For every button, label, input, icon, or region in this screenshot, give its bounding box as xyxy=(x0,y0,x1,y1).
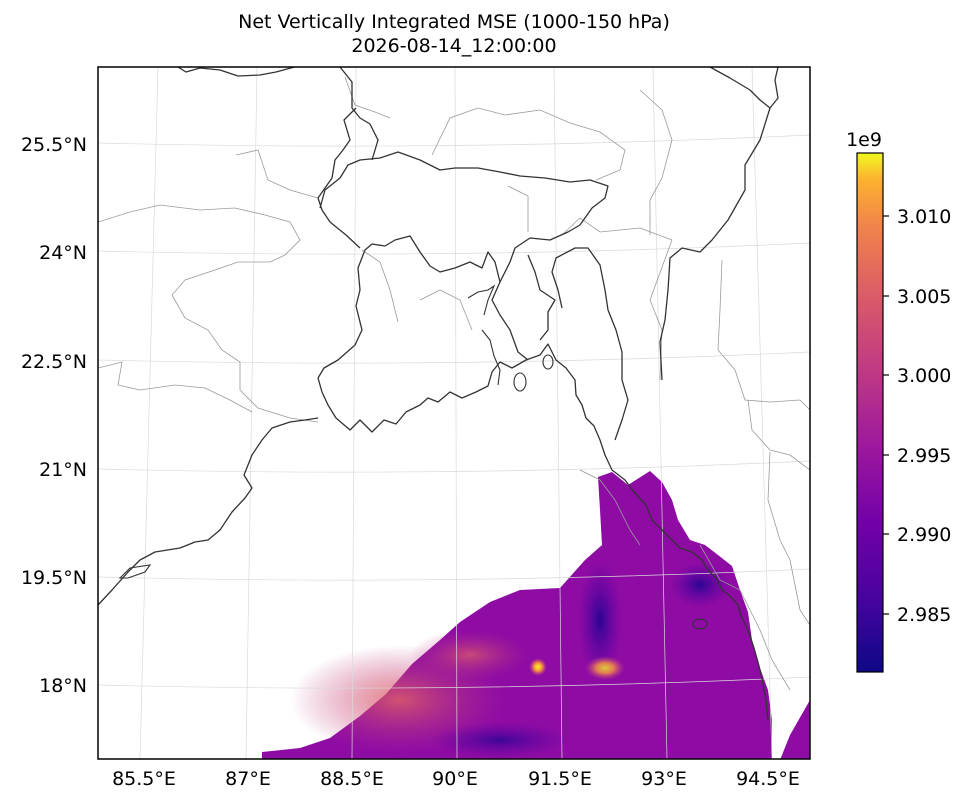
lat-tick-label: 22.5°N xyxy=(21,351,87,373)
chart-title: Net Vertically Integrated MSE (1000-150 … xyxy=(238,11,670,33)
bangladesh-north-border xyxy=(319,151,609,283)
colorbar-gradient xyxy=(856,152,884,673)
lat-tick-label: 18°N xyxy=(39,675,87,697)
bangladesh-border xyxy=(317,235,629,441)
map-frame xyxy=(97,66,811,760)
sikkim-border xyxy=(317,197,361,249)
lon-tick-label: 93°E xyxy=(641,768,687,790)
myanmar-border xyxy=(659,67,779,381)
chart-timestamp: 2026-08-14_12:00:00 xyxy=(351,35,557,57)
colorbar-tick-label: 3.000 xyxy=(897,365,951,387)
cool-region xyxy=(430,722,570,758)
lat-tick-label: 24°N xyxy=(39,242,87,264)
cool-region xyxy=(670,563,730,607)
india-coastline xyxy=(98,417,319,606)
lon-tick-label: 88.5°E xyxy=(320,768,384,790)
coastline-and-borders xyxy=(98,67,779,721)
colorbar-tick-label: 3.010 xyxy=(897,206,951,228)
gridlines xyxy=(98,67,810,759)
warm-region xyxy=(410,630,530,680)
colorbar-tick-label: 2.985 xyxy=(897,604,951,626)
mse-field xyxy=(262,471,810,759)
lon-tick-label: 87°E xyxy=(225,768,271,790)
lat-axis: 25.5°N 24°N 22.5°N 21°N 19.5°N 18°N xyxy=(21,134,87,697)
delta-islands xyxy=(118,284,708,630)
lon-tick-label: 85.5°E xyxy=(112,768,176,790)
warm-anomaly xyxy=(585,656,625,680)
lon-tick-label: 94.5°E xyxy=(736,768,800,790)
nepal-india-border xyxy=(177,67,297,77)
mse-ocean-area xyxy=(262,471,772,759)
lat-tick-label: 21°N xyxy=(39,459,87,481)
bhutan-border xyxy=(339,67,379,161)
lat-tick-label: 19.5°N xyxy=(21,567,87,589)
bangladesh-coastline xyxy=(317,343,769,721)
mse-ocean-area-se xyxy=(780,700,810,759)
lon-tick-label: 90°E xyxy=(432,768,478,790)
colorbar-tick-label: 3.005 xyxy=(897,286,951,308)
lon-tick-label: 91.5°E xyxy=(528,768,592,790)
cool-region xyxy=(578,560,622,680)
colorbar-tick-label: 2.995 xyxy=(897,445,951,467)
colorbar: 1e9 3.010 3.005 3.000 2.995 2.990 2.985 xyxy=(846,129,951,673)
mse-maximum-spot xyxy=(529,658,547,676)
lat-tick-label: 25.5°N xyxy=(21,134,87,156)
tripura-border xyxy=(527,254,556,341)
lon-axis: 85.5°E 87°E 88.5°E 90°E 91.5°E 93°E 94.5… xyxy=(112,768,800,790)
colorbar-tick-label: 2.990 xyxy=(897,524,951,546)
colorbar-multiplier: 1e9 xyxy=(846,129,882,151)
state-boundaries xyxy=(98,76,810,691)
